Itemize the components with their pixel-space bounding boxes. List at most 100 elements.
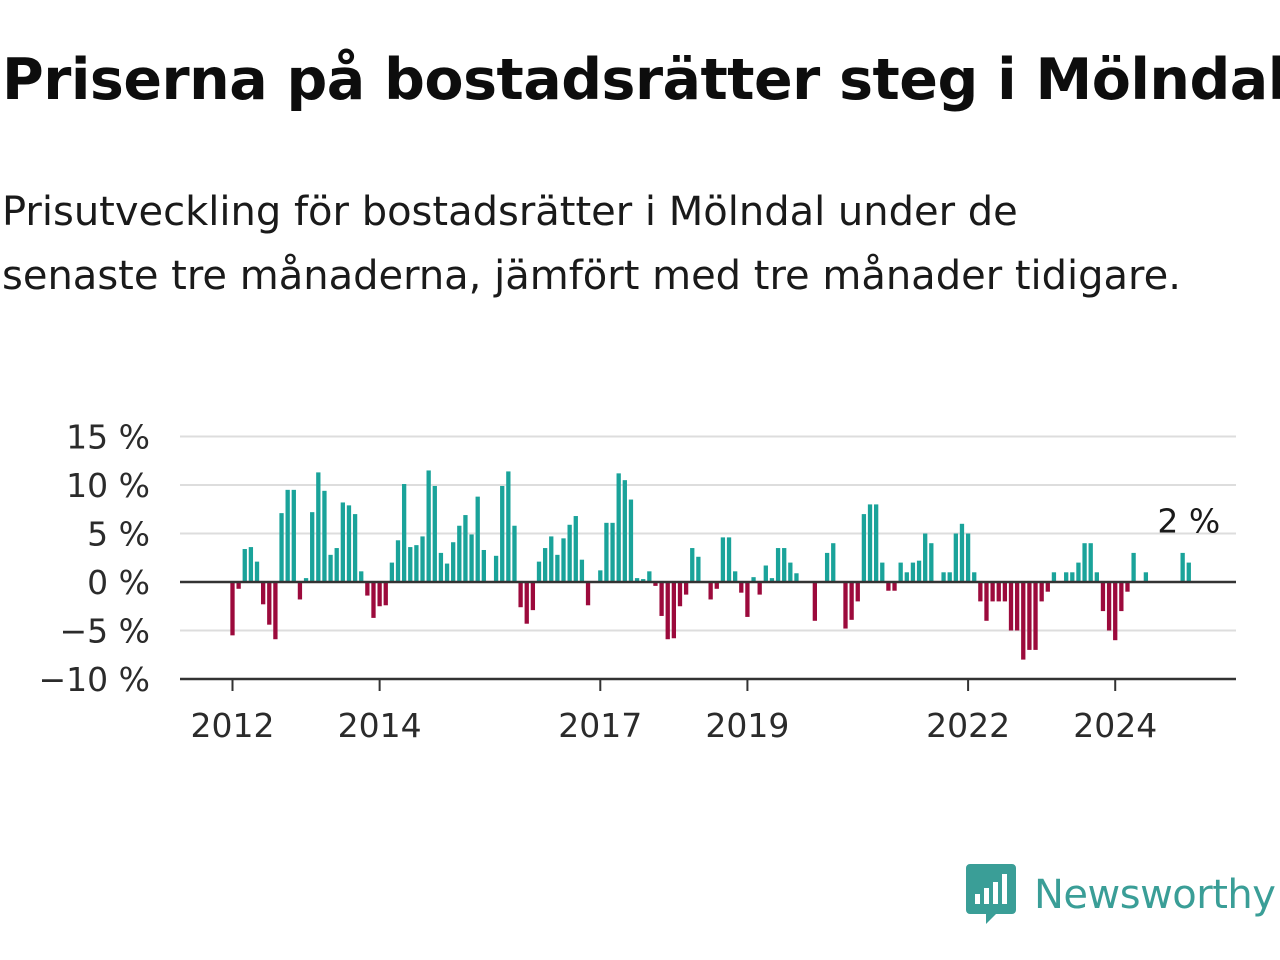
bar [861, 514, 867, 582]
bar [769, 578, 775, 582]
bar [634, 578, 640, 582]
bar [659, 582, 664, 616]
y-tick-label: 5 % [87, 515, 150, 554]
bar [1131, 552, 1136, 582]
bar [395, 540, 401, 582]
bar [775, 548, 781, 582]
bar [1088, 543, 1093, 582]
x-tick-label: 2012 [191, 706, 275, 745]
bar [696, 556, 701, 582]
bar [426, 470, 431, 582]
bar [628, 499, 634, 582]
bar [1070, 572, 1075, 582]
bar [677, 582, 683, 607]
bar [782, 548, 787, 582]
bar [414, 545, 419, 582]
bars [230, 470, 1191, 660]
bar [267, 582, 272, 625]
bar [947, 572, 952, 582]
bar [493, 555, 499, 582]
bar [401, 484, 407, 582]
bar [297, 582, 303, 600]
bar [291, 489, 296, 582]
x-tick-label: 2019 [705, 706, 789, 745]
bar [432, 485, 437, 582]
bar [720, 537, 726, 582]
bar [1094, 572, 1099, 582]
bar [849, 582, 854, 620]
bar [549, 536, 554, 582]
bar [310, 512, 315, 582]
bar [898, 562, 903, 582]
bar [1021, 582, 1026, 660]
bar [451, 542, 456, 582]
bar [855, 582, 860, 602]
bar [1100, 582, 1106, 612]
bar [512, 525, 517, 582]
bar [824, 552, 830, 582]
y-tick-label: 10 % [66, 466, 150, 505]
bar [1076, 562, 1081, 582]
x-axis-ticks: 2012 2014 2017 2019 2022 2024 [191, 679, 1157, 745]
bar [610, 522, 615, 582]
bar [1125, 582, 1130, 592]
price-change-chart: 15 % 10 % 5 % 0 % −5 % −10 % 2012 2014 2017 2019… [39, 418, 1236, 745]
bar [690, 548, 695, 582]
bar [1106, 582, 1112, 631]
bar [751, 577, 756, 582]
bar [481, 549, 486, 582]
bar [242, 549, 247, 582]
bar [561, 538, 566, 582]
bar [831, 543, 836, 582]
bar [536, 561, 542, 582]
bar [463, 515, 468, 582]
bar [279, 513, 284, 582]
bar [904, 572, 909, 582]
bar [959, 523, 965, 582]
bar [641, 579, 646, 582]
x-tick-label: 2022 [926, 706, 1010, 745]
bar [745, 582, 750, 617]
y-tick-label: 0 % [87, 563, 150, 602]
bar [371, 582, 376, 618]
newsworthy-logo-text: Newsworthy [1034, 872, 1276, 918]
bar [334, 548, 339, 582]
newsworthy-logo: Newsworthy [966, 864, 1276, 926]
bar [953, 533, 958, 582]
bar [843, 582, 848, 629]
bar [359, 571, 364, 582]
bar [604, 522, 609, 582]
bar [733, 571, 738, 582]
bar [886, 582, 891, 591]
bar [1186, 562, 1191, 582]
bar [322, 490, 327, 582]
x-tick-label: 2024 [1073, 706, 1157, 745]
y-tick-label: 15 % [66, 418, 150, 457]
bar [248, 547, 254, 582]
last-value-label: 2 % [1157, 502, 1220, 541]
bar [616, 473, 621, 582]
bar [892, 582, 897, 591]
axes [180, 580, 1236, 681]
bar [996, 582, 1001, 602]
bar [444, 563, 450, 582]
bar [457, 525, 462, 582]
bar [420, 536, 425, 582]
bar [352, 514, 358, 582]
bar [346, 505, 352, 582]
bar [874, 504, 879, 582]
bar [365, 582, 370, 596]
bar [579, 559, 585, 582]
bar [585, 582, 591, 606]
bar [285, 489, 290, 582]
grid-lines [180, 435, 1236, 632]
bar [524, 582, 529, 624]
bar [475, 496, 480, 582]
bar [316, 472, 321, 582]
x-tick-label: 2017 [558, 706, 642, 745]
page-title: Priserna på bostadsrätter steg i Mölndal [2, 47, 1280, 113]
bar [438, 552, 444, 582]
bar [506, 471, 511, 582]
bar [377, 582, 382, 607]
bar [708, 582, 713, 600]
